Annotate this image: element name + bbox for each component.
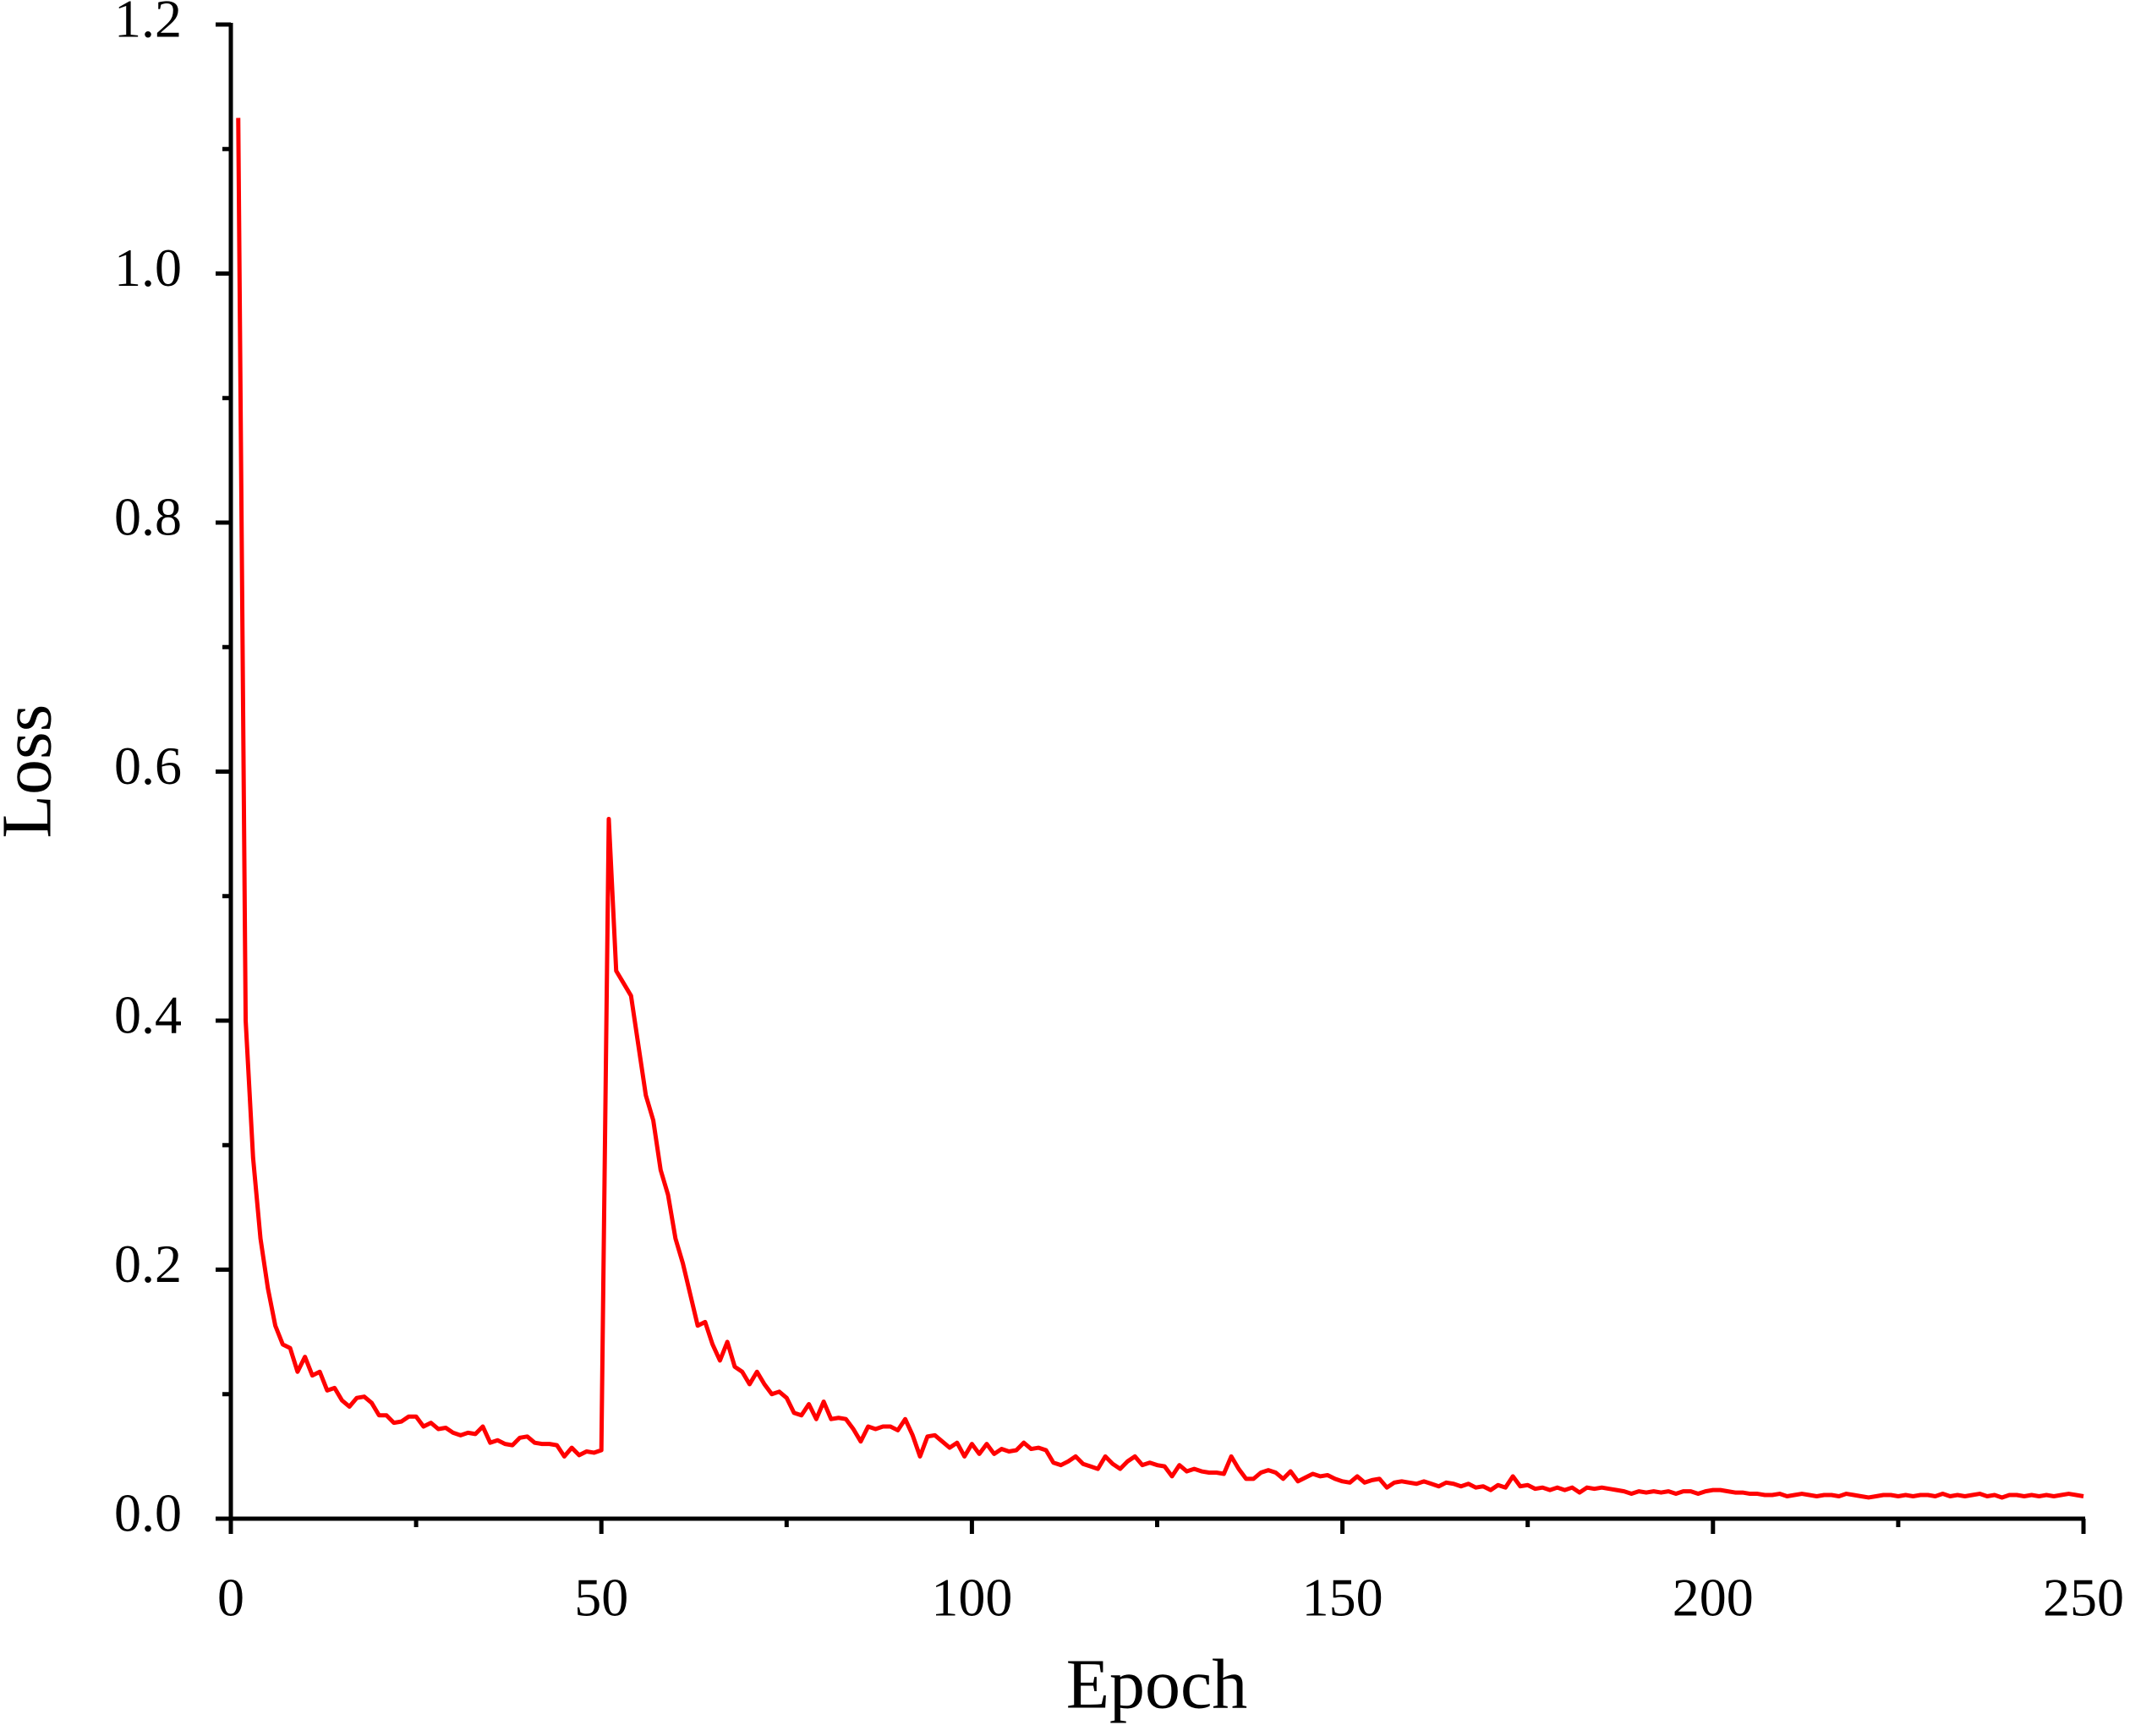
x-tick-label: 150: [1302, 1568, 1383, 1628]
x-tick-label: 50: [574, 1568, 628, 1628]
y-tick-label: 0.2: [114, 1234, 182, 1294]
y-tick-label: 1.0: [114, 238, 182, 298]
loss-line: [236, 118, 2084, 1500]
y-tick-label: 0.8: [114, 487, 182, 547]
y-axis-title: Loss: [0, 704, 66, 839]
y-tick-label: 0.0: [114, 1483, 182, 1543]
y-tick-label: 1.2: [114, 0, 182, 49]
x-tick-label: 100: [931, 1568, 1012, 1628]
x-axis-title: Epoch: [1066, 1645, 1248, 1723]
y-tick-label: 0.6: [114, 736, 182, 796]
x-tick-label: 200: [1673, 1568, 1754, 1628]
x-tick-label: 250: [2043, 1568, 2124, 1628]
x-tick-label: 0: [217, 1568, 244, 1628]
y-tick-label: 0.4: [114, 985, 182, 1045]
